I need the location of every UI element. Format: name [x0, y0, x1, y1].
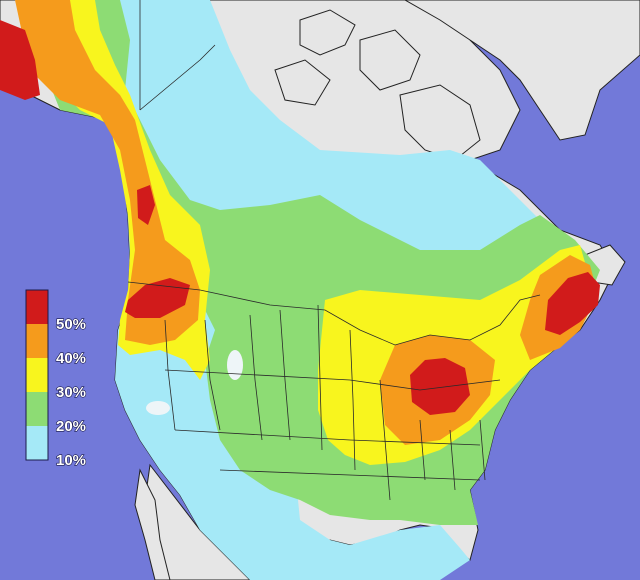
legend-swatch-40: [26, 324, 48, 358]
state-lines-horizontal: [164, 369, 501, 481]
us-canada-border: [127, 281, 541, 346]
legend: 50% 40% 30% 20% 10%: [25, 289, 87, 470]
snow-pocket-1: [227, 350, 243, 380]
legend-swatch-20: [26, 392, 48, 426]
arctic-island-3: [274, 59, 331, 106]
legend-swatch-30: [26, 358, 48, 392]
legend-label-40: 40%: [56, 350, 86, 367]
baja-peninsula: [134, 468, 171, 580]
greenland-land: [403, 0, 640, 141]
baffin-island: [399, 84, 481, 161]
band-50-percent-alaska: [0, 20, 40, 100]
political-boundaries: [127, 0, 541, 501]
snow-pocket-2: [146, 401, 170, 415]
arctic-island-1: [299, 9, 356, 56]
state-lines-central-1: [279, 304, 356, 471]
band-50-percent-northeast: [545, 272, 600, 335]
legend-label-20: 20%: [56, 418, 86, 435]
snow-bands: [0, 0, 600, 580]
legend-border: [25, 289, 49, 461]
legend-label-10: 10%: [56, 452, 86, 469]
yukon-bc-border: [139, 44, 216, 111]
legend-swatch-10: [26, 426, 48, 460]
legend-swatch-50: [26, 290, 48, 324]
state-lines-east-1: [379, 379, 486, 501]
band-50-percent-cascades: [125, 278, 190, 318]
band-50-percent-great-lakes: [410, 358, 470, 415]
legend-label-30: 30%: [56, 384, 86, 401]
band-40-percent-west: [15, 0, 200, 345]
band-50-percent-bc: [137, 185, 155, 225]
arctic-island-2: [359, 29, 421, 91]
legend-label-50: 50%: [56, 316, 86, 333]
